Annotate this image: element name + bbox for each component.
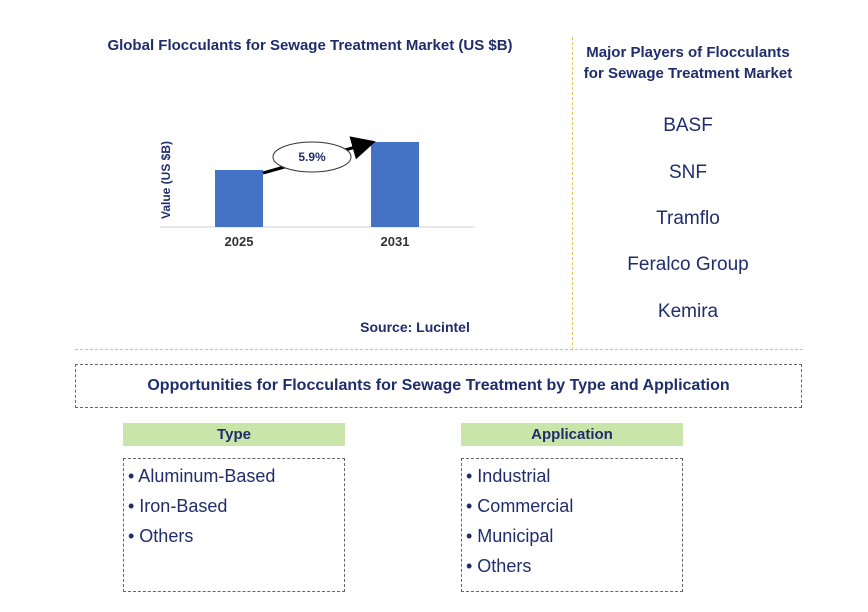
bar-chart: Value (US $B) 2025 2031 5.9%	[159, 136, 475, 249]
application-header-label: Application	[531, 426, 613, 443]
cagr-label: 5.9%	[298, 150, 326, 164]
player-kemira: Kemira	[657, 301, 719, 322]
application-header: Application	[461, 423, 683, 446]
source-label: Source: Lucintel	[360, 319, 470, 335]
type-header-label: Type	[217, 426, 251, 443]
chart-title: Global Flocculants for Sewage Treatment …	[107, 37, 513, 54]
horizontal-divider	[75, 349, 803, 350]
players-title: Major Players of Flocculants for Sewage …	[583, 44, 793, 82]
bar-2031	[371, 142, 419, 227]
y-axis-label: Value (US $B)	[159, 141, 173, 219]
player-feralco: Feralco Group	[627, 254, 749, 275]
x-tick-label: 2025	[225, 234, 254, 249]
list-item: • Industrial	[466, 466, 551, 486]
x-tick-label: 2031	[381, 234, 410, 249]
type-list: • Aluminum-Based • Iron-Based • Others	[123, 458, 345, 592]
vertical-divider	[572, 37, 573, 350]
opportunities-title: Opportunities for Flocculants for Sewage…	[75, 364, 802, 408]
player-snf: SNF	[669, 162, 707, 183]
list-item: • Municipal	[466, 526, 554, 546]
application-list: • Industrial • Commercial • Municipal • …	[461, 458, 683, 592]
opportunities-title-text: Opportunities for Flocculants for Sewage…	[147, 377, 730, 394]
list-item: • Others	[128, 526, 194, 546]
cagr-ellipse	[272, 141, 352, 173]
bar-2025	[215, 170, 263, 227]
list-item: • Others	[466, 556, 532, 576]
type-header: Type	[123, 423, 345, 446]
player-tramflo: Tramflo	[656, 208, 720, 229]
list-item: • Aluminum-Based	[128, 466, 276, 486]
player-basf: BASF	[663, 115, 713, 136]
list-item: • Iron-Based	[128, 496, 228, 516]
list-item: • Commercial	[466, 496, 574, 516]
